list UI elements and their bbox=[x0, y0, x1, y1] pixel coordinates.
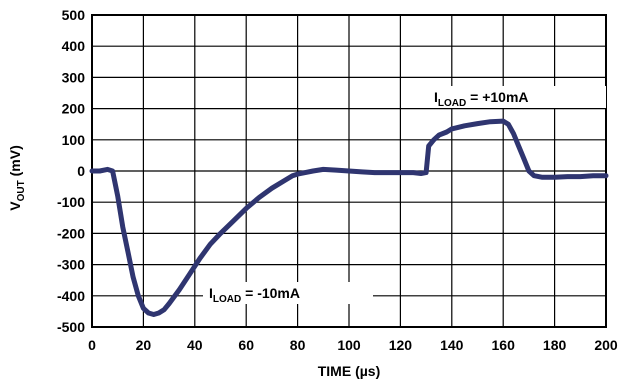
annotation-neg: ILOAD = -10mA bbox=[209, 285, 300, 305]
y-tick-label: 200 bbox=[62, 101, 86, 117]
x-axis-title: TIME (µs) bbox=[318, 363, 381, 379]
y-axis-title: VOUT (mV) bbox=[7, 145, 27, 210]
y-tick-label: -200 bbox=[57, 225, 85, 241]
y-tick-label: -100 bbox=[57, 194, 85, 210]
x-tick-label: 120 bbox=[389, 337, 413, 353]
annotation-bg-neg bbox=[203, 282, 373, 304]
x-tick-label: 40 bbox=[187, 337, 203, 353]
y-tick-label: -400 bbox=[57, 288, 85, 304]
y-tick-label: 400 bbox=[62, 38, 86, 54]
annotation-pos: ILOAD = +10mA bbox=[434, 89, 529, 109]
annotation-bg-pos bbox=[428, 86, 606, 108]
y-tick-label: 300 bbox=[62, 69, 86, 85]
x-tick-label: 60 bbox=[238, 337, 254, 353]
x-tick-label: 100 bbox=[337, 337, 361, 353]
x-tick-label: 80 bbox=[290, 337, 306, 353]
y-tick-label: 500 bbox=[62, 7, 86, 23]
x-tick-label: 180 bbox=[543, 337, 567, 353]
grid bbox=[91, 14, 607, 328]
y-tick-label: 100 bbox=[62, 132, 86, 148]
y-tick-label: -300 bbox=[57, 257, 85, 273]
tick-labels: 0 20 40 60 80 100 120 140 160 180 200 500 400 300 200 1… bbox=[57, 7, 618, 353]
x-tick-label: 0 bbox=[88, 337, 96, 353]
x-tick-label: 20 bbox=[136, 337, 152, 353]
y-tick-label: 0 bbox=[77, 163, 85, 179]
y-tick-label: -500 bbox=[57, 319, 85, 335]
x-tick-label: 200 bbox=[594, 337, 618, 353]
x-tick-label: 140 bbox=[440, 337, 464, 353]
vout-trace bbox=[89, 118, 609, 317]
x-tick-label: 160 bbox=[492, 337, 516, 353]
